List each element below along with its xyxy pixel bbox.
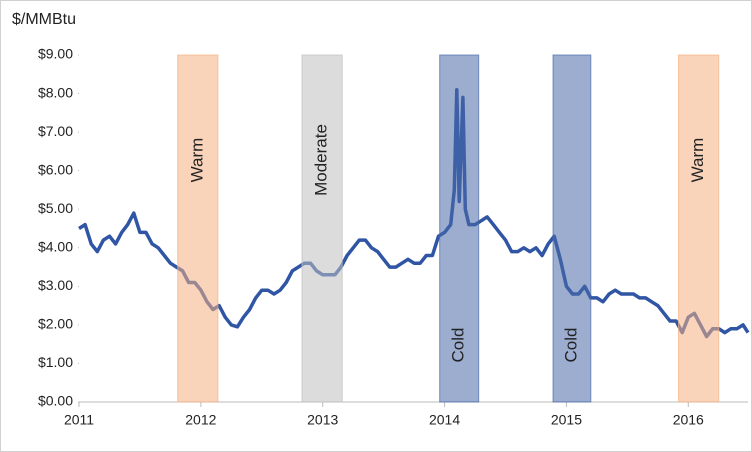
band-label: Moderate	[312, 124, 331, 196]
band	[301, 54, 343, 403]
x-tick-label: 2014	[429, 412, 460, 428]
y-tick-label: $8.00	[38, 84, 73, 100]
x-tick-label: 2016	[673, 412, 704, 428]
band	[177, 54, 219, 403]
y-tick-label: $3.00	[38, 277, 73, 293]
y-tick-label: $9.00	[38, 46, 73, 62]
x-tick-label: 2013	[307, 412, 338, 428]
band-label: Cold	[561, 328, 580, 363]
y-tick-label: $1.00	[38, 354, 73, 370]
x-tick-label: 2012	[185, 412, 216, 428]
y-tick-label: $2.00	[38, 316, 73, 332]
x-tick-label: 2011	[64, 412, 94, 428]
band-label: Warm	[187, 138, 206, 183]
y-tick-label: $4.00	[38, 238, 73, 254]
y-axis-label: $/MMBtu	[12, 11, 76, 28]
y-tick-label: $5.00	[38, 200, 73, 216]
band-label: Warm	[688, 138, 707, 183]
y-tick-label: $7.00	[38, 123, 73, 139]
y-tick-label: $0.00	[38, 393, 73, 409]
band	[678, 54, 720, 403]
y-tick-label: $6.00	[38, 161, 73, 177]
x-tick-label: 2015	[551, 412, 582, 428]
band-label: Cold	[449, 328, 468, 363]
band	[439, 54, 480, 403]
band	[552, 54, 592, 403]
